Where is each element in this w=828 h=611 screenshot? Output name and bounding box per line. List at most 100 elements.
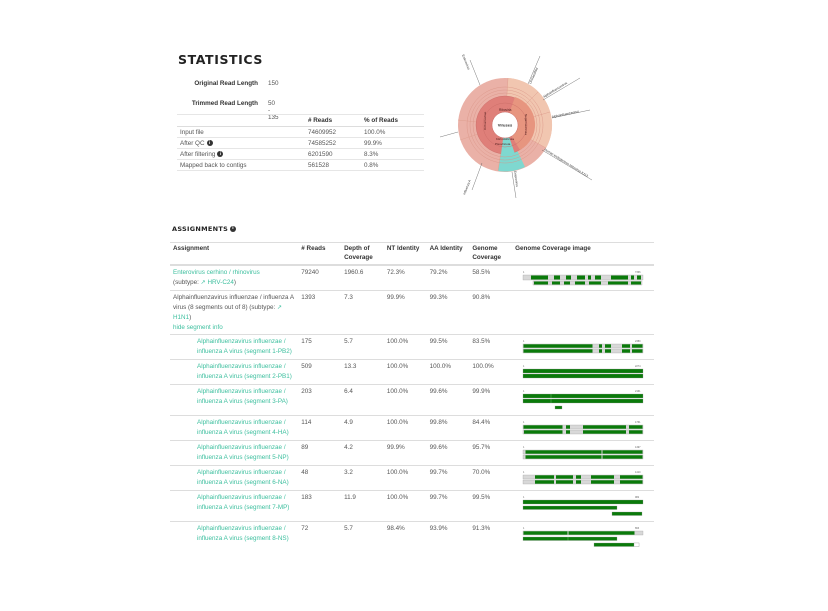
segment-link[interactable]: Alphainfluenzavirus influenzae / influen… [197, 388, 288, 405]
info-icon[interactable]: i [217, 150, 224, 157]
stats-row: After QC i 74585252 99.9% [177, 137, 424, 149]
col-aa-identity: AA Identity [426, 242, 470, 266]
original-read-length-value: 150 [268, 80, 279, 87]
svg-text:Alphainfluenzavirus: Alphainfluenzavirus [551, 109, 579, 119]
stats-col-pct: % of Reads [361, 114, 424, 127]
genome-coverage-image: 1 2161 [512, 384, 654, 416]
stats-row: Mapped back to contigs 561528 0.8% [177, 159, 424, 171]
segment-row: Alphainfluenzavirus influenzae / influen… [170, 522, 654, 553]
genome-coverage-image: 1 2380 [512, 334, 654, 360]
stats-header-row: # Reads % of Reads [177, 114, 424, 127]
svg-text:1497: 1497 [635, 446, 641, 449]
stats-col-reads: # Reads [305, 114, 361, 127]
svg-text:Enterovirus: Enterovirus [461, 54, 471, 71]
col-nt-identity: NT Identity [383, 242, 427, 266]
col-reads: # Reads [298, 242, 342, 266]
assignment-row: Enterovirus cerhino / rhinovirus (subtyp… [170, 265, 654, 291]
stats-row-reads: 561528 [305, 159, 361, 171]
svg-text:1: 1 [523, 446, 525, 449]
segment-link[interactable]: Alphainfluenzavirus influenzae / influen… [197, 469, 289, 486]
svg-text:1: 1 [523, 340, 525, 343]
svg-text:1: 1 [523, 365, 525, 368]
svg-text:Enterovirus: Enterovirus [513, 171, 519, 188]
external-link-icon: ↗ [276, 304, 282, 311]
svg-text:2380: 2380 [635, 340, 641, 343]
segment-link[interactable]: Alphainfluenzavirus influenzae / influen… [197, 525, 289, 542]
col-assignment: Assignment [170, 242, 299, 266]
stats-row-reads: 74609952 [305, 126, 361, 138]
segment-link[interactable]: Alphainfluenzavirus influenzae / influen… [197, 338, 292, 355]
segment-row: Alphainfluenzavirus influenzae / influen… [170, 415, 654, 441]
sunburst-center-label: Viruses [498, 123, 513, 128]
genome-coverage-image: 1 1761 [512, 415, 654, 441]
svg-text:Human endogenous retrovirus K1: Human endogenous retrovirus K113 [543, 147, 589, 178]
external-link-icon: ↗ [200, 279, 206, 286]
svg-text:Riboviria: Riboviria [499, 108, 512, 112]
subtype-link[interactable]: H1N1 [173, 314, 190, 321]
stats-row-label: After filtering [180, 150, 216, 158]
stats-row-reads: 6201590 [305, 148, 361, 160]
segment-row: Alphainfluenzavirus influenzae / influen… [170, 359, 654, 385]
stats-row-pct: 0.8% [361, 159, 424, 171]
svg-text:Orthornavirae: Orthornavirae [483, 111, 487, 130]
assignments-title: ASSIGNMENTS i [172, 225, 237, 233]
col-genome-coverage: Genome Coverage [469, 242, 513, 266]
svg-text:863: 863 [635, 527, 640, 530]
svg-text:1: 1 [523, 421, 525, 424]
svg-text:Unclassified: Unclassified [528, 67, 539, 85]
svg-text:Influenza A: Influenza A [462, 178, 472, 195]
genome-coverage-image: 1 863 [512, 522, 654, 553]
stats-row-pct: 99.9% [361, 137, 424, 149]
svg-text:2274: 2274 [635, 365, 641, 368]
assignment-row: Alphainfluenzavirus influenzae / influen… [170, 290, 654, 335]
segment-row: Alphainfluenzavirus influenzae / influen… [170, 465, 654, 491]
genome-coverage-image: 1 1410 [512, 465, 654, 491]
info-icon[interactable]: i [230, 226, 237, 232]
col-coverage-image: Genome Coverage image [512, 242, 654, 266]
svg-text:Alphainfluenzavirus: Alphainfluenzavirus [542, 81, 568, 99]
segment-row: Alphainfluenzavirus influenzae / influen… [170, 490, 654, 522]
svg-text:982: 982 [635, 496, 640, 499]
stats-row-label: Mapped back to contigs [177, 159, 305, 171]
statistics-title: STATISTICS [178, 52, 264, 67]
assignments-table: Assignment # Reads Depth of Coverage NT … [170, 242, 654, 552]
stats-col-label [177, 114, 305, 127]
genome-coverage-image: 1 982 [512, 490, 654, 522]
stats-row: Input file 74609952 100.0% [177, 126, 424, 138]
assignments-header-row: Assignment # Reads Depth of Coverage NT … [170, 242, 654, 266]
stats-row-pct: 100.0% [361, 126, 424, 138]
svg-text:1: 1 [523, 496, 525, 499]
svg-text:1: 1 [523, 527, 525, 530]
read-statistics-table: # Reads % of Reads Input file 74609952 1… [177, 114, 424, 171]
taxonomy-sunburst-chart[interactable]: Viruses Riboviria Orthornavirae Negarnav… [439, 40, 620, 200]
svg-text:Negarnaviricota: Negarnaviricota [524, 114, 528, 135]
info-icon[interactable]: i [206, 139, 213, 146]
assignment-link[interactable]: Enterovirus cerhino / rhinovirus [173, 269, 260, 276]
segment-row: Alphainfluenzavirus influenzae / influen… [170, 384, 654, 416]
genome-coverage-image: 1 2274 [512, 359, 654, 385]
stats-row: After filtering i 6201590 8.3% [177, 148, 424, 160]
trimmed-read-length-label: Trimmed Read Length [191, 100, 258, 107]
hide-segment-info-link[interactable]: hide segment info [173, 323, 223, 331]
svg-text:Kitrinoviricota: Kitrinoviricota [496, 137, 514, 141]
genome-coverage-image: 1 7366 [512, 265, 654, 291]
segment-row: Alphainfluenzavirus influenzae / influen… [170, 334, 654, 360]
genome-coverage-image: 1 1497 [512, 440, 654, 466]
svg-text:1761: 1761 [635, 421, 641, 424]
segment-link[interactable]: Alphainfluenzavirus influenzae / influen… [197, 363, 292, 380]
svg-text:1410: 1410 [635, 471, 641, 474]
segment-link[interactable]: Alphainfluenzavirus influenzae / influen… [197, 494, 290, 511]
col-depth: Depth of Coverage [341, 242, 384, 266]
svg-text:7366: 7366 [635, 271, 641, 274]
original-read-length-label: Original Read Length [194, 80, 258, 87]
svg-text:Pisuviricota: Pisuviricota [495, 142, 511, 146]
stats-row-label: Input file [177, 126, 305, 138]
assignment-name: Alphainfluenzavirus influenzae / influen… [173, 294, 294, 311]
segment-link[interactable]: Alphainfluenzavirus influenzae / influen… [197, 419, 289, 436]
segment-link[interactable]: Alphainfluenzavirus influenzae / influen… [197, 444, 289, 461]
subtype-link[interactable]: HRV-C24 [207, 278, 234, 286]
stats-row-reads: 74585252 [305, 137, 361, 149]
svg-text:1: 1 [523, 390, 525, 393]
svg-text:1: 1 [523, 271, 525, 274]
svg-text:2161: 2161 [635, 390, 641, 393]
